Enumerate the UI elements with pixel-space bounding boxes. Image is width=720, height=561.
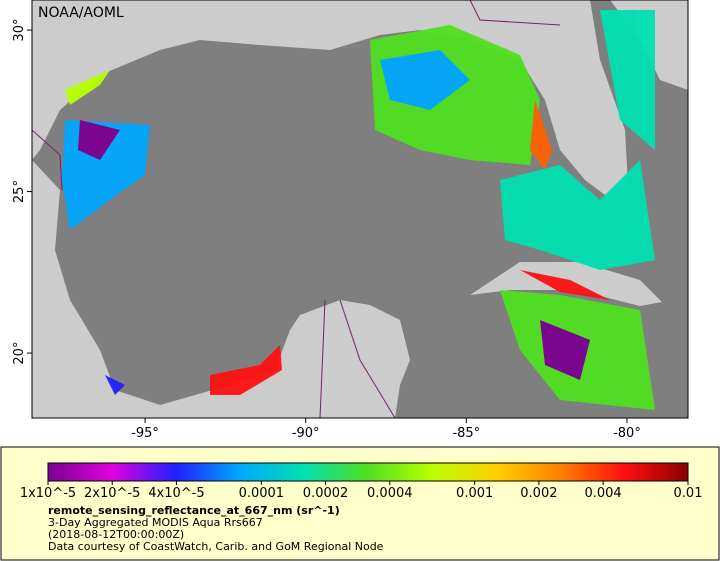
credit: NOAA/AOML (38, 5, 124, 21)
legend-line: (2018-08-12T00:00:00Z) (48, 528, 184, 541)
x-tick-label: -90° (292, 426, 320, 441)
patch (520, 270, 610, 300)
x-tick-label: -80° (613, 426, 641, 441)
patch (210, 345, 282, 395)
patch (65, 70, 110, 105)
y-tick-label: 20° (12, 342, 27, 365)
colorbar-tick-label: 0.0002 (303, 486, 349, 501)
borders (31, 0, 561, 419)
patch (500, 160, 655, 270)
map-frame (31, 0, 689, 419)
colorbar-tick-label: 4x10^-5 (148, 486, 204, 501)
colorbar-tick-label: 0.0004 (367, 486, 413, 501)
patch (600, 10, 655, 150)
colorbar-tick-label: 0.01 (674, 486, 703, 501)
x-tick-label: -95° (131, 426, 159, 441)
colorbar-tick-label: 0.002 (520, 486, 557, 501)
legend-line: 3-Day Aggregated MODIS Aqua Rrs667 (48, 516, 263, 529)
colorbar-tick-label: 0.0001 (239, 486, 285, 501)
y-tick-label: 25° (12, 180, 27, 203)
north-land (32, 0, 628, 195)
patch (105, 375, 125, 395)
colorbar-tick-label: 0.004 (584, 486, 621, 501)
legend-line: Data courtesy of CoastWatch, Carib. and … (48, 540, 384, 553)
patch (540, 320, 590, 380)
x-tick-label: -85° (452, 426, 480, 441)
patch (380, 50, 470, 110)
patch (530, 100, 552, 170)
rrs-patches (62, 10, 655, 410)
colorbar-tick-label: 0.001 (456, 486, 493, 501)
border (469, 0, 561, 26)
border (339, 299, 396, 419)
mexico (32, 160, 410, 418)
border (31, 129, 63, 191)
map: NOAA/AOML (31, 0, 689, 419)
colorbar-tick-label: 2x10^-5 (84, 486, 140, 501)
patch (78, 120, 120, 160)
y-tick-label: 30° (12, 19, 27, 42)
colorbar (47, 462, 689, 482)
colorbar-tick-label: 1x10^-5 (20, 486, 76, 501)
variable: remote_sensing_reflectance_at_667_nm (sr… (48, 504, 340, 517)
border (319, 299, 326, 419)
